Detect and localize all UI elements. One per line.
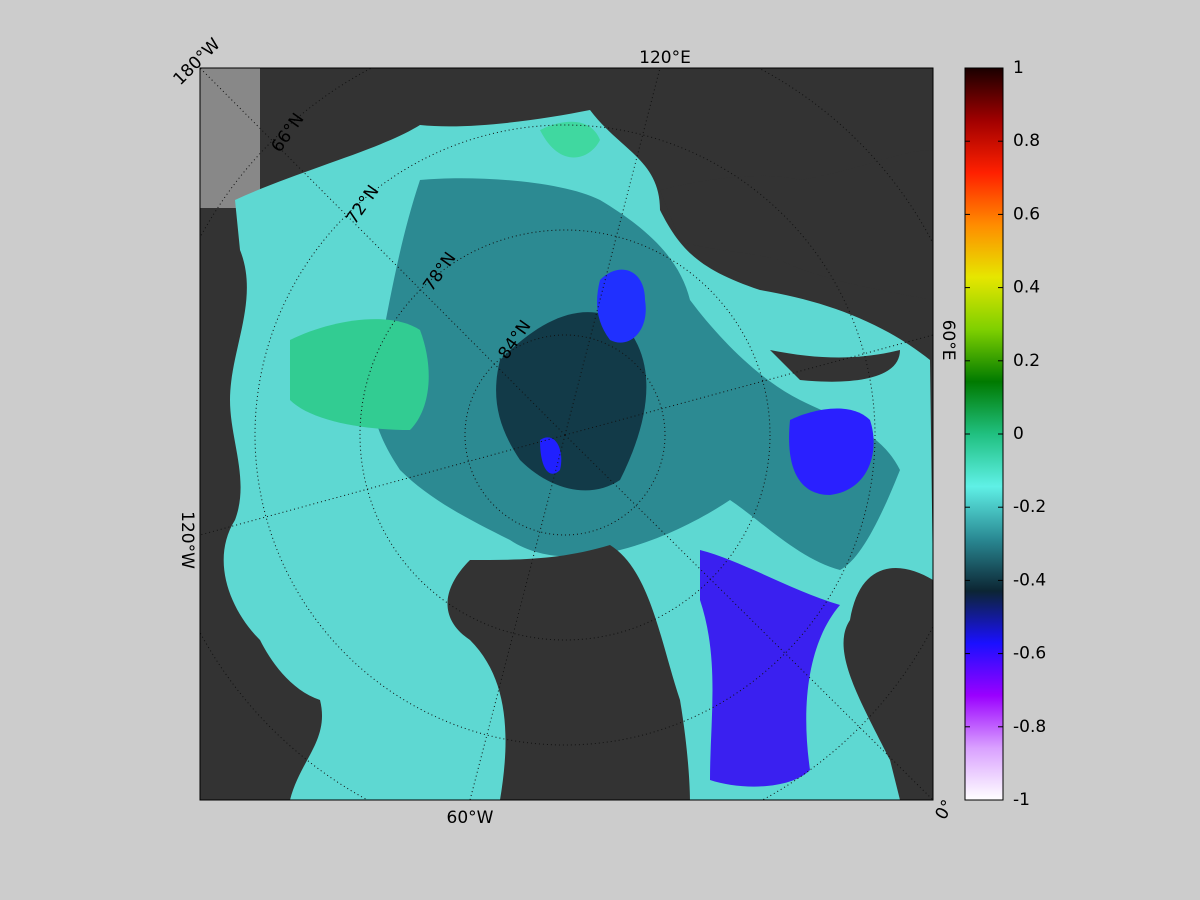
colorbar-tick-label: 0.4 bbox=[1013, 278, 1040, 298]
blue-patch bbox=[789, 408, 874, 495]
colorbar-tick-label: 0.2 bbox=[1013, 351, 1040, 371]
blue-patch bbox=[700, 550, 840, 787]
colorbar-tick-label: 0.6 bbox=[1013, 204, 1040, 224]
graticule bbox=[464, 334, 666, 536]
colorbar-tick-label: 0.8 bbox=[1013, 131, 1040, 151]
lon-label: 60°E bbox=[938, 320, 958, 361]
graticule bbox=[359, 229, 771, 641]
blue-patch bbox=[597, 269, 646, 343]
colorbar-tick-label: 0 bbox=[1013, 424, 1024, 444]
colorbar-tick-label: -1 bbox=[1013, 790, 1030, 810]
colorbar-tick-label: 1 bbox=[1013, 58, 1024, 78]
lon-label: 120°W bbox=[177, 511, 197, 569]
greenland bbox=[447, 545, 690, 800]
green-patch bbox=[290, 319, 429, 430]
blue-patch bbox=[540, 437, 562, 474]
colorbar bbox=[964, 67, 1004, 801]
colorbar-tick-label: -0.2 bbox=[1013, 497, 1046, 517]
map-frame bbox=[199, 67, 934, 801]
graticule bbox=[254, 124, 876, 746]
lon-label: 120°E bbox=[639, 48, 691, 68]
land-eurasia bbox=[660, 150, 933, 300]
colorbar-tick-label: -0.6 bbox=[1013, 644, 1046, 664]
graticule bbox=[469, 434, 566, 800]
ocean-deeper bbox=[496, 312, 647, 491]
map bbox=[200, 68, 933, 800]
no-data bbox=[200, 68, 260, 208]
colorbar-tick-label: -0.8 bbox=[1013, 717, 1046, 737]
novaya-zemlya bbox=[770, 350, 900, 382]
lon-label: 60°W bbox=[447, 808, 494, 828]
colorbar-tick-label: -0.4 bbox=[1013, 570, 1046, 590]
green-patch bbox=[540, 121, 600, 158]
